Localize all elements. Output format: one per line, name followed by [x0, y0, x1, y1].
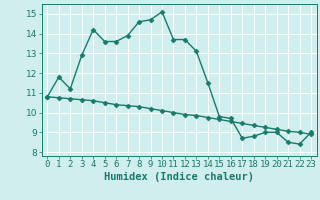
X-axis label: Humidex (Indice chaleur): Humidex (Indice chaleur)	[104, 172, 254, 182]
